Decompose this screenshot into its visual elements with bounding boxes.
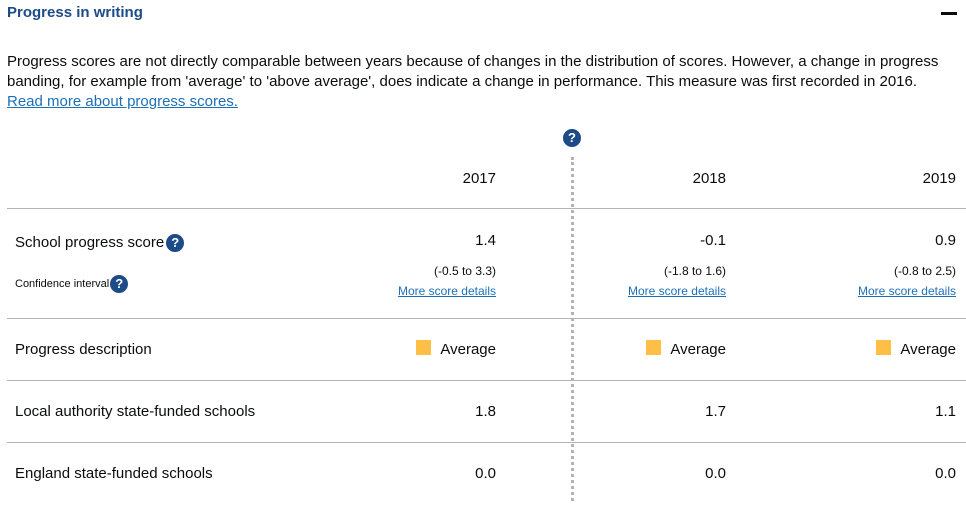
row-divider — [7, 442, 966, 443]
school-progress-score: 1.4 — [475, 232, 496, 249]
confidence-interval-value: (-0.5 to 3.3) — [433, 264, 496, 278]
england-value: 0.0 — [475, 465, 496, 482]
row-divider — [7, 380, 966, 381]
confidence-interval-label: Confidence interval? — [15, 275, 129, 293]
intro-text: Progress scores are not directly compara… — [7, 53, 939, 90]
confidence-interval-value: (-0.8 to 2.5) — [893, 264, 956, 278]
school-progress-help-icon[interactable]: ? — [166, 234, 185, 253]
year-header: 2017 — [462, 170, 496, 187]
england-value: 0.0 — [935, 465, 956, 482]
read-more-link[interactable]: Read more about progress scores. — [7, 93, 238, 110]
confidence-interval-value: (-1.8 to 1.6) — [663, 264, 726, 278]
row-divider — [7, 208, 966, 209]
average-swatch-icon — [416, 340, 432, 355]
school-progress-score: -0.1 — [700, 232, 726, 249]
local-authority-label: Local authority state-funded schools — [15, 403, 256, 420]
column-help-icon[interactable]: ? — [563, 129, 581, 147]
section-title: Progress in writing — [7, 4, 143, 21]
year-header: 2019 — [922, 170, 956, 187]
more-score-details-link[interactable]: More score details — [857, 284, 956, 298]
dotted-divider — [571, 157, 574, 501]
collapse-icon[interactable] — [941, 12, 957, 15]
more-score-details-link[interactable]: More score details — [397, 284, 496, 298]
progress-description-text: Average — [670, 341, 726, 358]
more-score-details-link[interactable]: More score details — [627, 284, 726, 298]
local-authority-value: 1.1 — [935, 403, 956, 420]
intro-text-block: Progress scores are not directly compara… — [7, 52, 959, 112]
confidence-interval-text: Confidence interval — [15, 277, 110, 290]
progress-description: Average — [346, 340, 496, 358]
row-divider — [7, 318, 966, 319]
local-authority-value: 1.8 — [475, 403, 496, 420]
year-header: 2018 — [692, 170, 726, 187]
school-progress-score: 0.9 — [935, 232, 956, 249]
progress-description-text: Average — [440, 341, 496, 358]
average-swatch-icon — [876, 340, 892, 355]
confidence-interval-help-icon[interactable]: ? — [110, 275, 129, 293]
england-value: 0.0 — [705, 465, 726, 482]
progress-description: Average — [576, 340, 726, 358]
progress-description-text: Average — [900, 341, 956, 358]
progress-description-label: Progress description — [15, 341, 152, 358]
average-swatch-icon — [646, 340, 662, 355]
school-progress-score-text: School progress score — [15, 234, 165, 251]
progress-description: Average — [806, 340, 956, 358]
england-label: England state-funded schools — [15, 465, 213, 482]
school-progress-score-label: School progress score? — [15, 234, 185, 253]
local-authority-value: 1.7 — [705, 403, 726, 420]
section-header[interactable]: Progress in writing — [7, 4, 959, 26]
